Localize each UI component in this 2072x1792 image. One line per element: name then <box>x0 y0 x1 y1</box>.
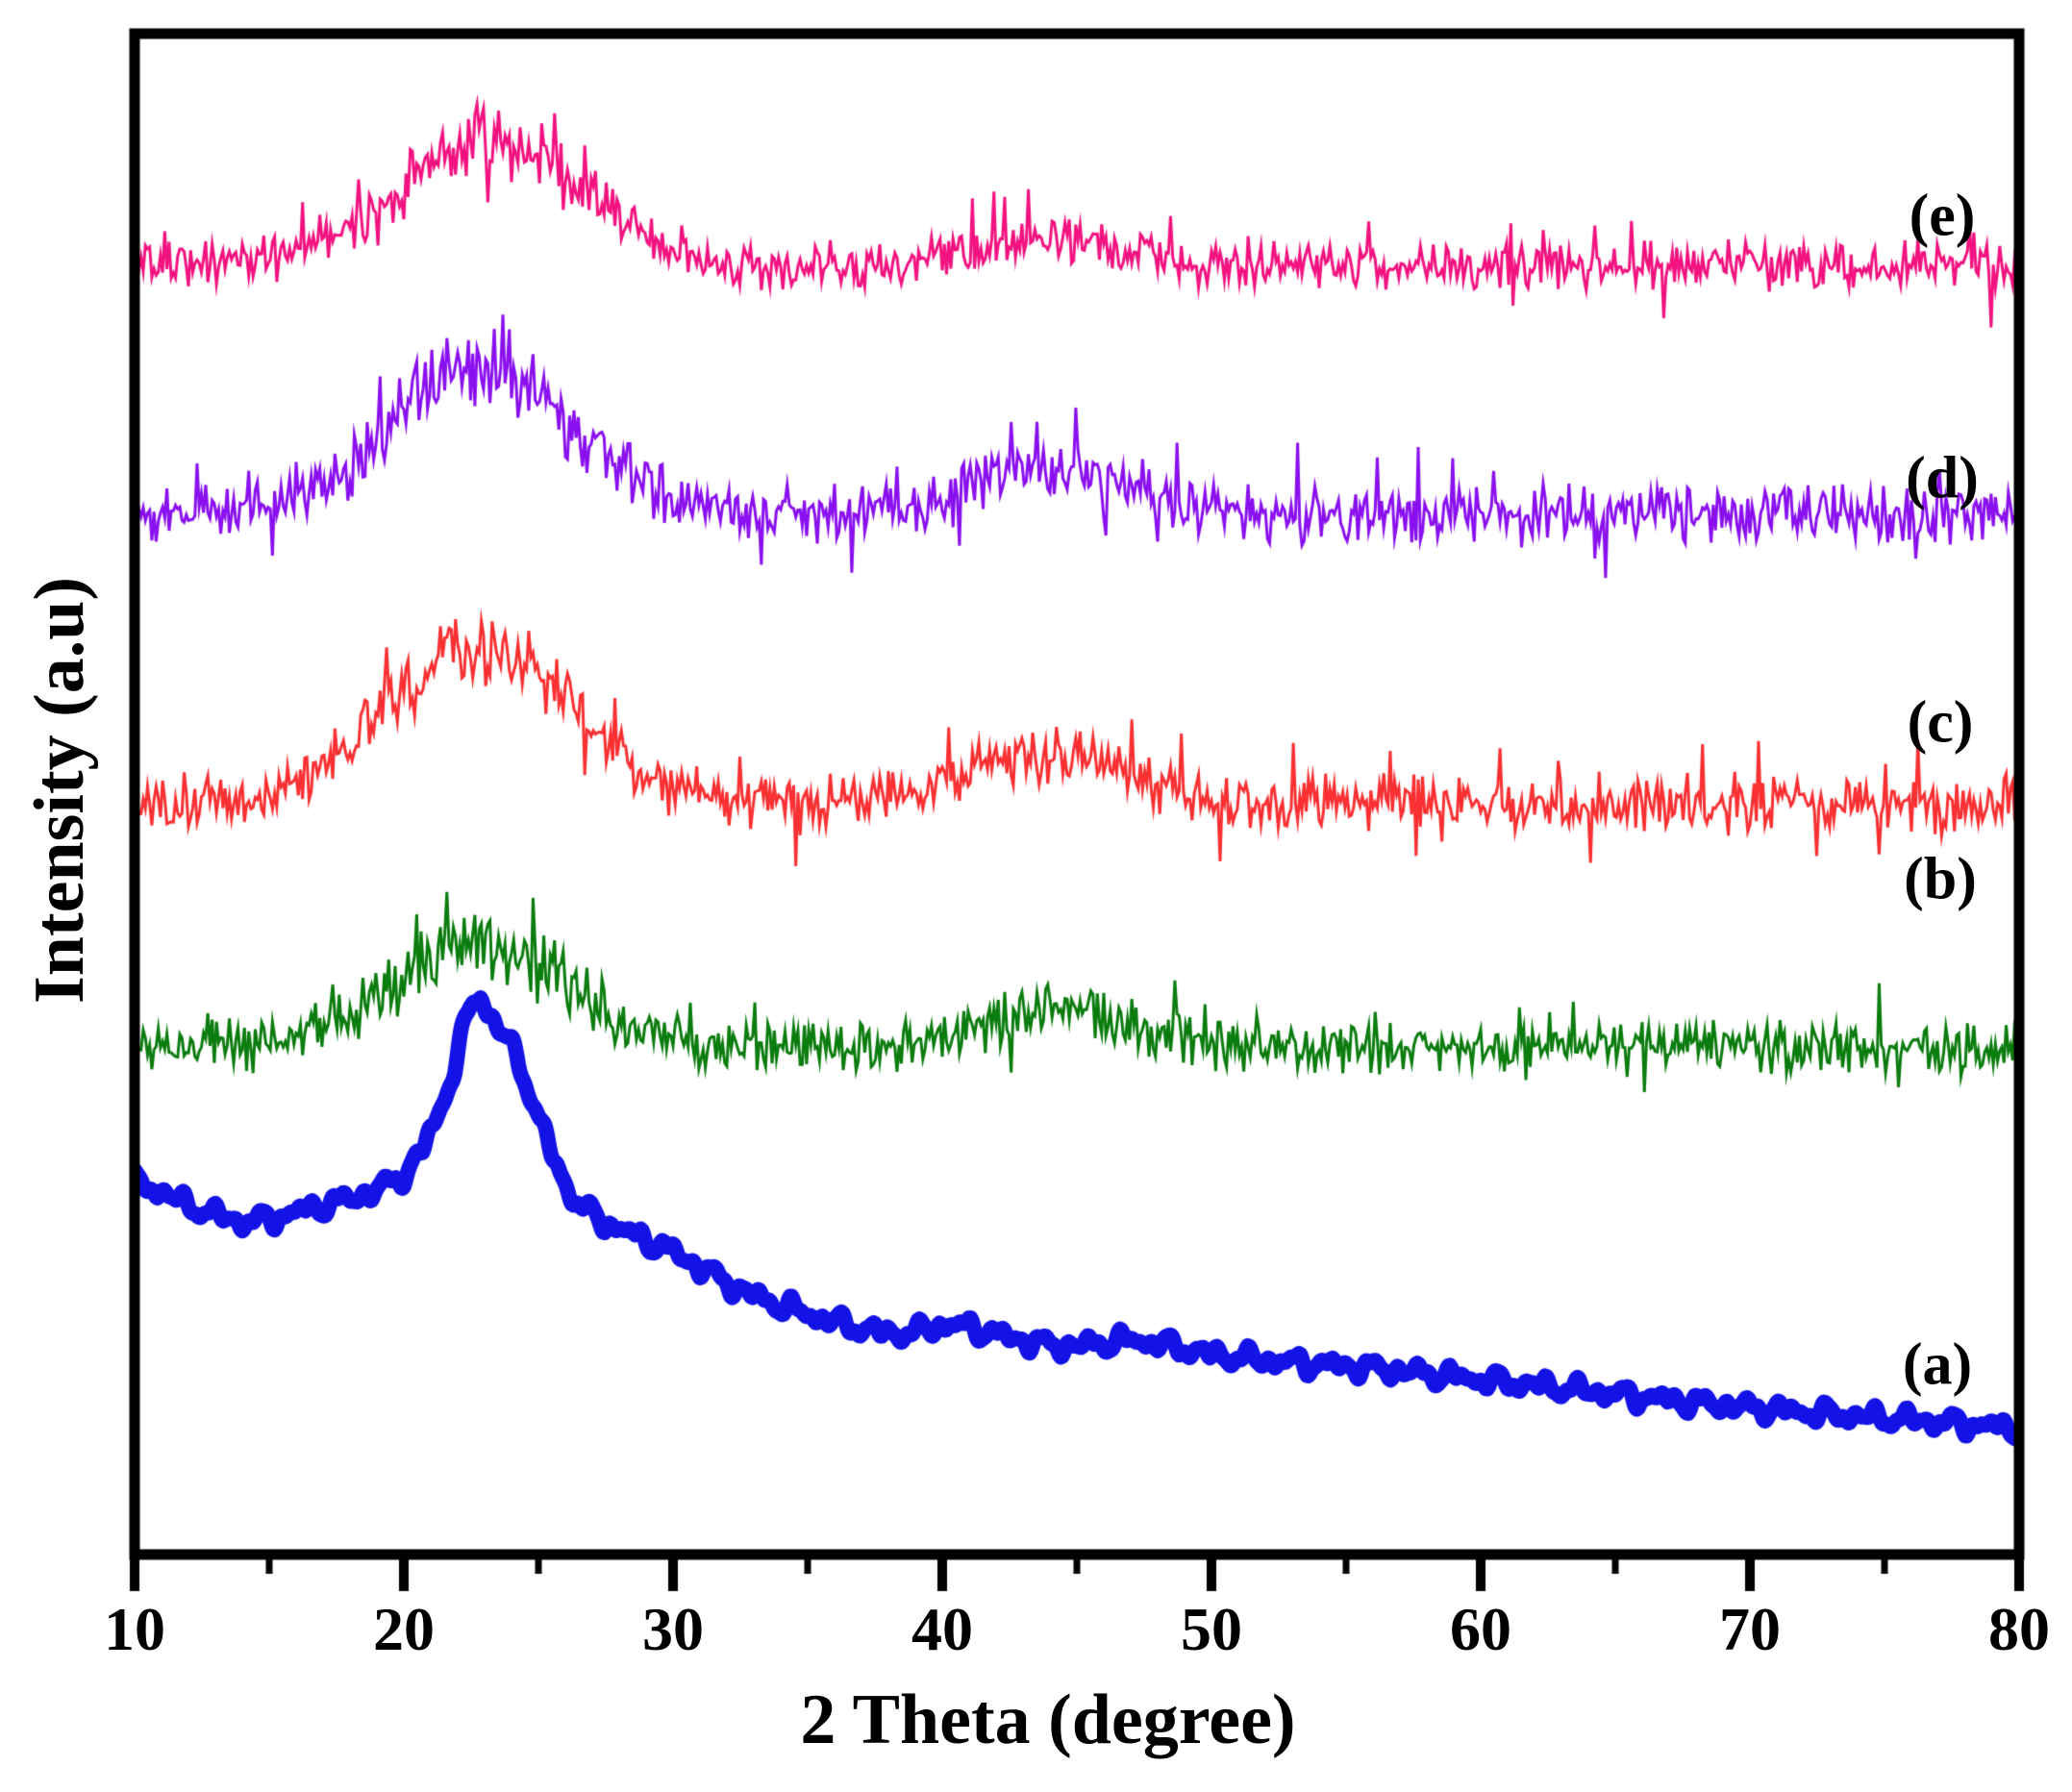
series-label-e: (e) <box>1909 183 1976 249</box>
y-axis-title: Intensity (a.u) <box>20 576 99 1005</box>
series-label-c: (c) <box>1907 689 1974 756</box>
x-tick-label-60: 60 <box>1450 1595 1511 1663</box>
x-tick-label-50: 50 <box>1181 1595 1242 1663</box>
x-axis-title: 2 Theta (degree) <box>800 1680 1296 1759</box>
series-label-b: (b) <box>1904 846 1977 912</box>
series-label-a: (a) <box>1902 1332 1973 1398</box>
x-tick-label-70: 70 <box>1719 1595 1781 1663</box>
series-label-d: (d) <box>1906 445 1979 511</box>
x-tick-label-80: 80 <box>1988 1595 2050 1663</box>
x-tick-label-30: 30 <box>642 1595 704 1663</box>
x-tick-label-40: 40 <box>911 1595 973 1663</box>
x-tick-label-10: 10 <box>104 1595 165 1663</box>
x-tick-label-20: 20 <box>373 1595 435 1663</box>
